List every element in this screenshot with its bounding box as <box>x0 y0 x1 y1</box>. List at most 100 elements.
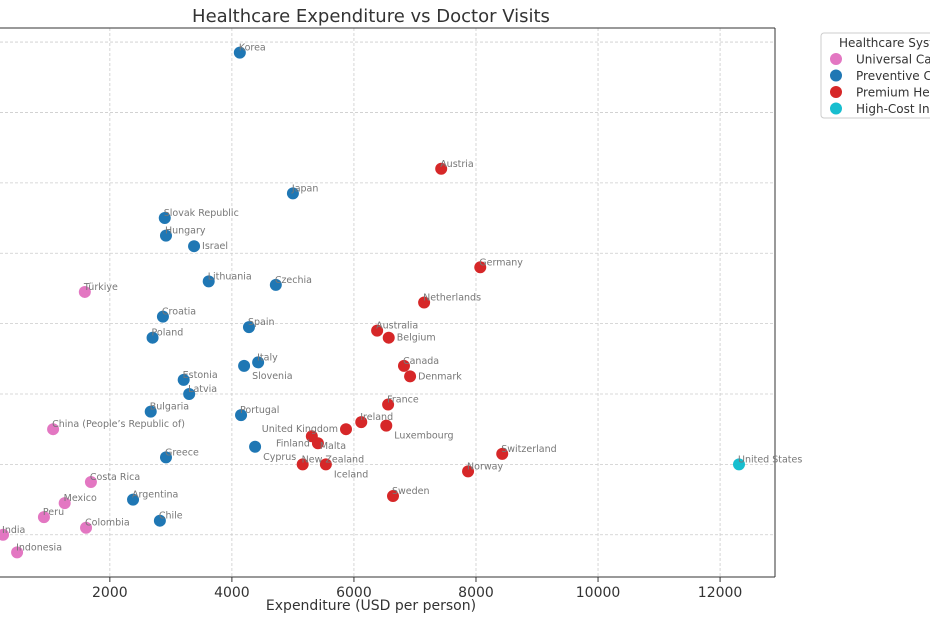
point-label: Costa Rica <box>90 472 140 483</box>
data-point <box>418 296 431 309</box>
point-label: Ireland <box>360 412 393 423</box>
x-axis-label: Expenditure (USD per person) <box>266 598 476 614</box>
point-label: United States <box>738 454 802 465</box>
data-point <box>153 514 166 527</box>
data-point <box>386 490 399 503</box>
point-label: Lithuania <box>208 271 252 282</box>
data-point <box>462 465 475 478</box>
data-point <box>496 447 509 460</box>
chart-title: Healthcare Expenditure vs Doctor Visits <box>192 6 550 27</box>
axes: 2000 4000 6000 8000 10000 12000 <box>0 27 776 601</box>
point-label: Greece <box>165 447 199 458</box>
legend-marker <box>830 53 842 65</box>
point-label: Peru <box>43 507 64 518</box>
data-point <box>233 46 246 59</box>
data-point <box>158 212 171 225</box>
data-point <box>47 423 60 436</box>
point-label: Israel <box>202 241 228 252</box>
legend: Healthcare Syste Universal Car Preventive… <box>820 32 930 119</box>
x-tick-label: 6000 <box>336 585 372 601</box>
data-point <box>382 331 395 344</box>
legend-label: Premium Hea <box>856 86 930 100</box>
point-label: New Zealand <box>302 454 364 465</box>
legend-marker <box>830 102 842 115</box>
legend-label: High-Cost Inn <box>856 102 930 116</box>
point-label: Italy <box>257 352 278 363</box>
point-label: Czechia <box>275 275 312 286</box>
data-point <box>37 511 50 524</box>
point-label: Latvia <box>188 384 217 395</box>
legend-title: Healthcare Syste <box>839 36 930 50</box>
point-label: Hungary <box>165 226 206 237</box>
x-tick-label: 10000 <box>576 585 621 601</box>
data-point <box>269 278 282 291</box>
data-point <box>177 373 190 386</box>
data-point <box>238 359 251 372</box>
point-label: Norway <box>467 461 503 472</box>
data-point <box>202 275 215 288</box>
point-label: Portugal <box>240 405 279 416</box>
data-point <box>84 475 97 488</box>
point-label: Chile <box>159 511 183 522</box>
point-label: Canada <box>403 356 439 367</box>
data-points <box>0 46 745 559</box>
data-point <box>0 528 10 541</box>
point-label: Sweden <box>392 486 430 497</box>
point-label: Estonia <box>183 370 218 381</box>
data-point <box>11 546 24 559</box>
point-label: Mexico <box>64 493 97 504</box>
point-label: Switzerland <box>501 444 556 455</box>
point-label: Argentina <box>132 490 178 501</box>
data-point <box>732 458 745 471</box>
point-label: Netherlands <box>423 293 481 304</box>
point-label: United Kingdom <box>262 424 338 435</box>
legend-marker <box>830 86 842 98</box>
data-point <box>382 398 395 411</box>
data-point <box>144 405 157 418</box>
data-point <box>397 359 410 372</box>
data-point <box>159 229 172 242</box>
data-point <box>188 240 201 253</box>
point-label: Austria <box>440 159 474 170</box>
data-point <box>78 285 91 298</box>
legend-box <box>820 32 930 119</box>
data-point <box>319 458 332 471</box>
point-label: Belgium <box>397 333 436 344</box>
point-labels: Korea Austria Japan Slovak Republic Hungary I… <box>2 43 802 554</box>
point-label: France <box>387 395 419 406</box>
data-point <box>183 388 196 400</box>
point-label: Indonesia <box>16 542 62 553</box>
point-label: Korea <box>239 43 266 54</box>
data-point <box>235 409 248 422</box>
point-label: Türkiye <box>83 282 118 293</box>
data-point <box>146 331 159 344</box>
data-point <box>249 440 262 453</box>
point-label: Japan <box>291 183 319 194</box>
point-label: Slovenia <box>252 371 292 382</box>
gridlines <box>0 28 775 577</box>
data-point <box>474 261 487 274</box>
point-label: Iceland <box>334 469 368 480</box>
data-point <box>435 162 448 175</box>
point-label: Finland <box>276 438 310 449</box>
x-tick-label: 2000 <box>92 585 128 601</box>
data-point <box>340 423 353 436</box>
point-label: Colombia <box>85 518 130 529</box>
point-label: India <box>2 525 25 536</box>
point-label: Australia <box>376 321 418 332</box>
data-point <box>80 521 93 534</box>
point-label: China (People’s Republic of) <box>52 419 185 430</box>
point-label: Bulgaria <box>150 402 189 413</box>
legend-label: Preventive Ca <box>856 69 930 83</box>
x-tick-label: 4000 <box>214 585 250 601</box>
point-label: Croatia <box>162 307 196 318</box>
data-point <box>252 356 265 369</box>
point-label: Cyprus <box>263 452 296 463</box>
point-label: Denmark <box>418 371 462 382</box>
point-label: Slovak Republic <box>164 208 239 219</box>
data-point <box>156 310 169 323</box>
data-point <box>311 437 324 450</box>
data-point <box>159 451 172 464</box>
legend-label: Universal Car <box>856 53 930 67</box>
